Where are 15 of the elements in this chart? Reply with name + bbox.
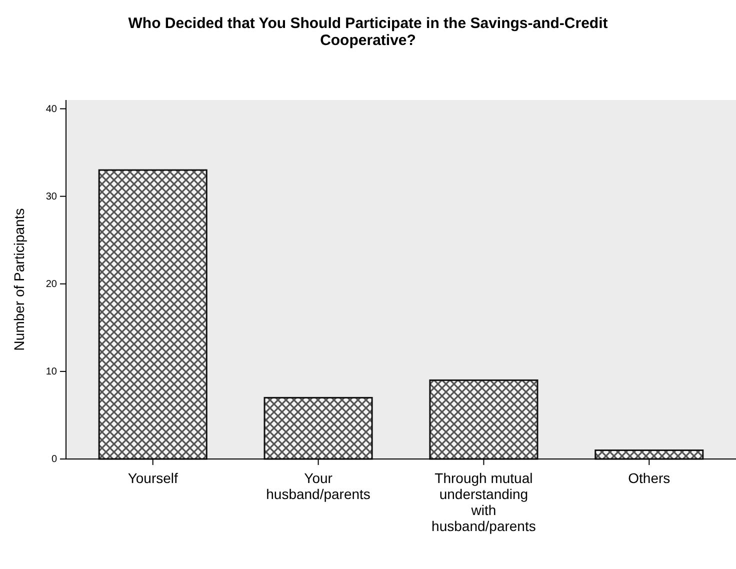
y-tick-label: 30 xyxy=(46,192,58,203)
x-tick-label: Yourself xyxy=(128,470,178,486)
y-tick-label: 0 xyxy=(51,454,58,466)
bar xyxy=(98,169,208,460)
bar xyxy=(264,396,373,460)
bar xyxy=(429,379,538,460)
y-tick-label: 10 xyxy=(46,366,58,378)
x-tick-label: Others xyxy=(628,470,670,486)
bar xyxy=(594,449,704,460)
y-axis-title: Number of Participants xyxy=(11,208,27,351)
y-tick-label: 20 xyxy=(46,279,58,290)
y-tick-label: 40 xyxy=(46,104,58,115)
chart-title: Who Decided that You Should Participate in the Savings-and-Credit Cooperative? xyxy=(128,15,608,49)
x-tick-label: Your husband/parents xyxy=(266,470,370,502)
x-tick-label: Through mutual understanding with husband/parents xyxy=(432,470,536,534)
